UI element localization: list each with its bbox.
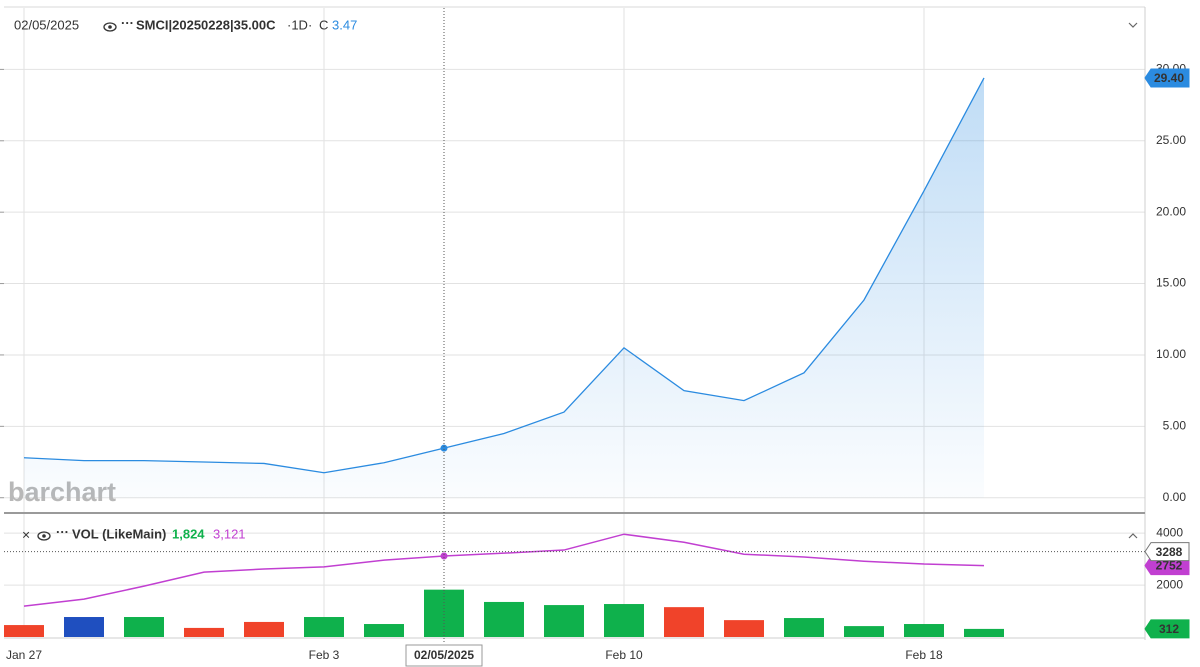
header-symbol: SMCI|20250228|35.00C: [136, 17, 276, 32]
volume-bar: [784, 618, 824, 637]
y-tick-label: 4000: [1156, 525, 1183, 539]
last-volume-badge: [1144, 619, 1190, 639]
close-icon[interactable]: ×: [22, 527, 30, 543]
x-tick-label: Feb 18: [905, 648, 943, 662]
volume-bar: [484, 601, 524, 637]
volume-bar: [544, 605, 584, 637]
crosshair-value-label: 3288: [1156, 545, 1183, 559]
collapse-chevron[interactable]: [1128, 22, 1138, 28]
x-tick-label: Feb 10: [605, 648, 643, 662]
x-tick-label: Jan 27: [6, 648, 42, 662]
collapse-chevron[interactable]: [1128, 533, 1138, 539]
volume-bar: [724, 620, 764, 637]
volume-bar: [844, 626, 884, 637]
last-oi-label: 2752: [1156, 559, 1183, 573]
volume-bar: [124, 617, 164, 637]
volume-bar: [184, 627, 224, 637]
eye-icon[interactable]: [37, 531, 51, 541]
header-date: 02/05/2025: [14, 17, 79, 32]
y-tick-label: 20.00: [1156, 204, 1186, 218]
last-volume-label: 312: [1159, 622, 1179, 636]
price-point: [440, 444, 448, 452]
crosshair-value-badge: [1144, 542, 1190, 562]
y-tick-label: 15.00: [1156, 276, 1186, 290]
volume-bar: [244, 621, 284, 637]
crosshair-date-box: [405, 644, 483, 667]
volume-legend: VOL (LikeMain): [72, 526, 166, 541]
volume-bar: [604, 604, 644, 637]
volume-bar: [964, 628, 1004, 637]
volume-bar: [4, 625, 44, 637]
volume-legend-value: 1,824: [172, 526, 205, 541]
y-tick-label: 25.00: [1156, 133, 1186, 147]
volume-bar: [664, 607, 704, 637]
y-tick-label: 0.00: [1163, 490, 1187, 504]
header-close-label: C: [319, 17, 328, 32]
y-tick-label: 2000: [1156, 577, 1183, 591]
menu-dots[interactable]: ···: [56, 524, 69, 539]
header-interval: ·1D·: [287, 17, 312, 32]
volume-bar: [304, 617, 344, 637]
y-tick-label: 5.00: [1163, 419, 1187, 433]
menu-dots[interactable]: ···: [121, 15, 134, 30]
volume-bar: [904, 624, 944, 637]
last-price-label: 29.40: [1154, 71, 1184, 85]
crosshair-date: 02/05/2025: [414, 648, 474, 662]
oi-legend-value: 3,121: [213, 526, 246, 541]
eye-icon[interactable]: [103, 22, 117, 32]
header-close-value: 3.47: [332, 17, 357, 32]
price-line: [23, 77, 985, 474]
oi-line: [23, 533, 985, 607]
x-tick-label: Feb 3: [309, 648, 340, 662]
y-tick-label: 10.00: [1156, 347, 1186, 361]
volume-bar: [364, 624, 404, 637]
volume-bar: [64, 617, 104, 637]
last-price-badge: [1144, 68, 1190, 88]
oi-point: [440, 552, 448, 560]
price-area: [24, 77, 984, 498]
